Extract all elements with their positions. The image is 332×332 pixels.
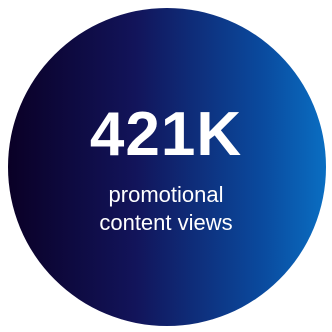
stat-caption-line-1: promotional [108,182,224,207]
stat-caption-line-2: content views [99,210,233,235]
stat-value: 421K [89,100,243,169]
stat-circle [8,8,326,326]
stat-caption: promotional content views [0,181,332,237]
